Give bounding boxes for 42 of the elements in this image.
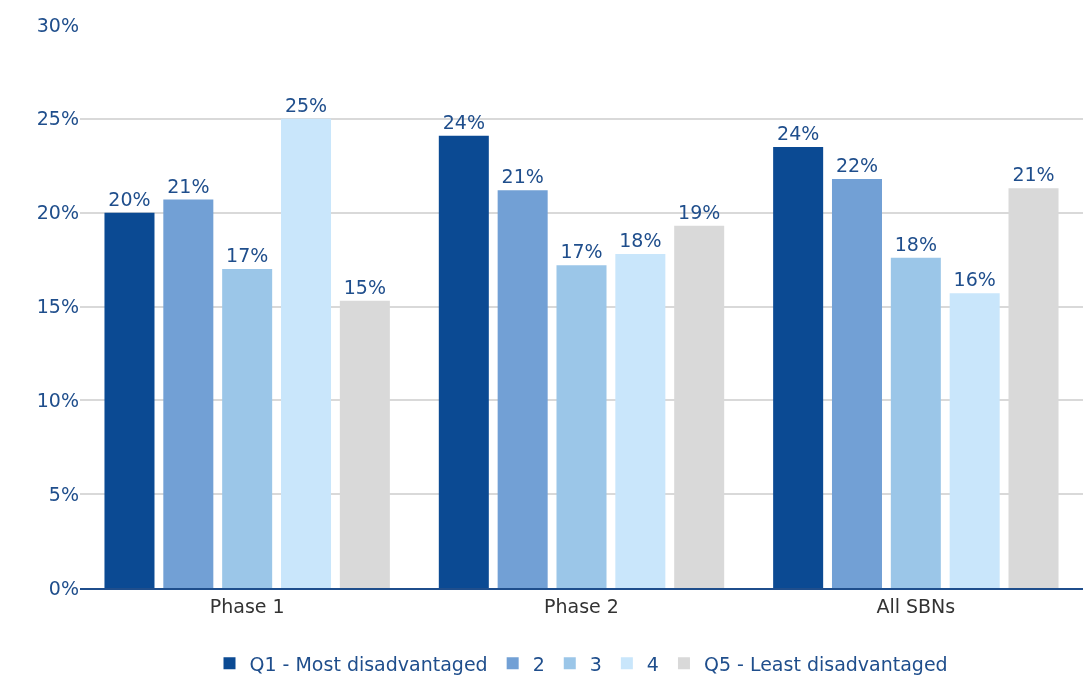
x-tick-label: Phase 2: [544, 594, 619, 617]
data-label: 24%: [442, 110, 485, 133]
bar: [556, 265, 607, 588]
data-label: 16%: [953, 268, 996, 291]
y-tick-label: 15%: [36, 295, 79, 318]
y-tick-label: 20%: [36, 201, 79, 224]
data-label: 18%: [619, 228, 662, 251]
data-label: 15%: [343, 275, 386, 298]
data-label: 21%: [501, 165, 544, 188]
bar: [438, 135, 489, 588]
legend-label: Q5 - Least disadvantaged: [703, 652, 948, 675]
data-label: 25%: [284, 93, 328, 116]
bar: [890, 257, 941, 588]
data-label: 20%: [108, 187, 151, 210]
data-label: 19%: [678, 200, 721, 223]
legend-label: 4: [646, 652, 659, 675]
data-label: 17%: [560, 240, 603, 263]
bar: [281, 118, 332, 588]
y-tick-label: 5%: [48, 482, 79, 505]
legend-label: 3: [589, 652, 602, 675]
y-tick-label: 0%: [48, 576, 79, 599]
y-tick-label: 10%: [36, 388, 79, 411]
y-tick-label: 25%: [36, 107, 79, 130]
bar: [222, 268, 273, 588]
x-tick-label: Phase 1: [209, 594, 285, 617]
data-label: 22%: [835, 153, 879, 176]
data-label: 21%: [167, 174, 210, 197]
legend-label: 2: [532, 652, 545, 675]
data-label: 18%: [894, 232, 937, 255]
data-label: 21%: [1012, 163, 1055, 186]
bar: [773, 146, 824, 588]
y-tick-label: 30%: [36, 13, 79, 36]
bar: [615, 253, 666, 588]
bar: [831, 178, 882, 588]
legend-label: Q1 - Most disadvantaged: [249, 652, 488, 675]
bar: [163, 199, 214, 588]
bar: [497, 190, 548, 588]
data-label: 17%: [226, 243, 269, 266]
bar: [949, 293, 1000, 588]
data-label: 24%: [777, 121, 820, 144]
bar: [104, 212, 155, 588]
x-tick-label: All SBNs: [876, 594, 956, 617]
